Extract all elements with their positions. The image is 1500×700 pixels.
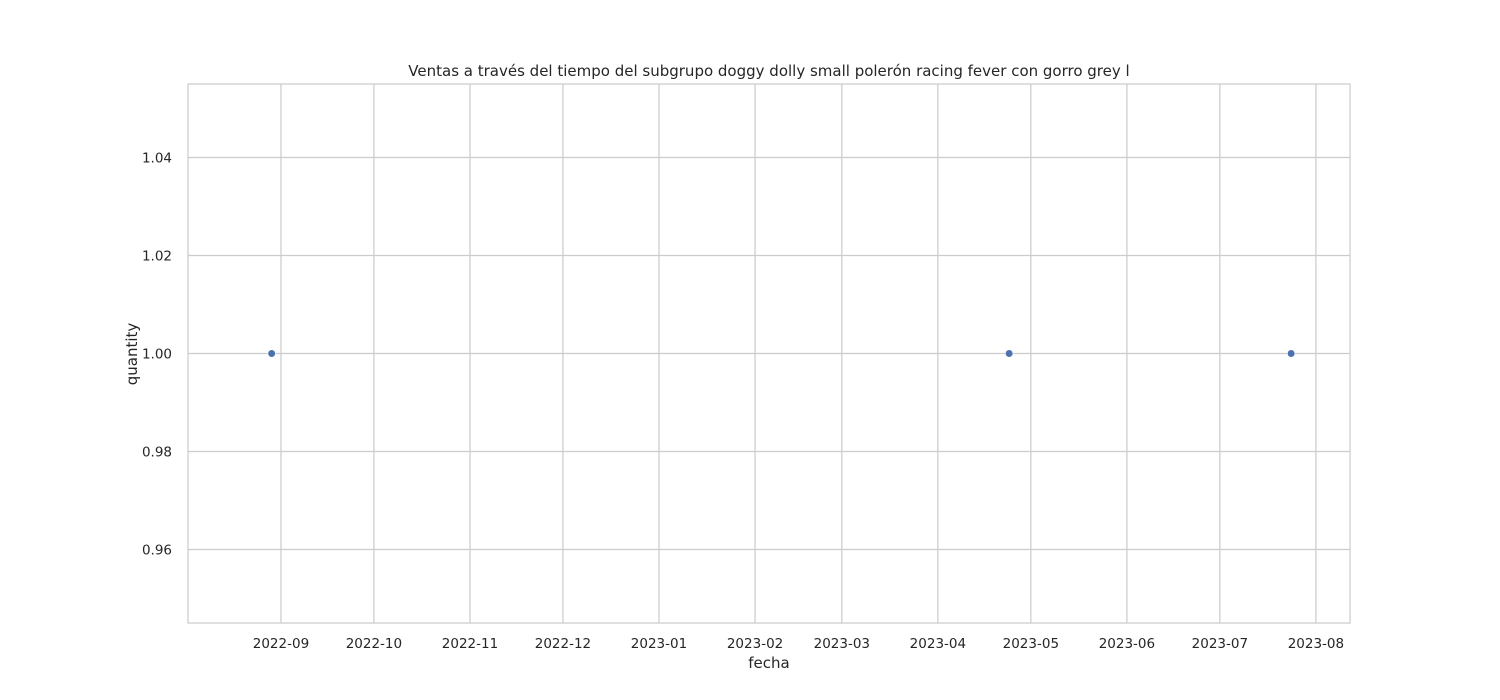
x-tick-label: 2023-08 <box>1288 636 1344 652</box>
x-tick-label: 2023-04 <box>910 636 966 652</box>
y-tick-label: 1.04 <box>142 151 172 167</box>
data-points <box>267 349 1296 358</box>
data-point <box>1287 349 1296 358</box>
x-tick-label: 2022-09 <box>253 636 309 652</box>
y-tick-label: 1.00 <box>142 347 172 363</box>
y-tick-labels: 0.96 0.98 1.00 1.02 1.04 <box>142 151 172 559</box>
data-point <box>1005 349 1014 358</box>
x-tick-label: 2023-02 <box>727 636 783 652</box>
x-tick-label: 2023-01 <box>631 636 687 652</box>
y-tick-label: 0.98 <box>142 445 172 461</box>
x-tick-label: 2023-05 <box>1003 636 1059 652</box>
x-tick-label: 2022-11 <box>442 636 498 652</box>
grid <box>188 84 1350 623</box>
x-tick-label: 2022-10 <box>346 636 402 652</box>
y-tick-label: 0.96 <box>142 543 172 559</box>
x-tick-label: 2023-07 <box>1192 636 1248 652</box>
x-tick-label: 2023-03 <box>814 636 870 652</box>
x-tick-label: 2023-06 <box>1099 636 1155 652</box>
y-axis-label: quantity <box>123 323 141 386</box>
x-tick-labels: 2022-09 2022-10 2022-11 2022-12 2023-01 2023-… <box>253 636 1344 652</box>
chart-title: Ventas a través del tiempo del subgrupo … <box>408 62 1129 80</box>
y-tick-label: 1.02 <box>142 249 172 265</box>
x-axis-label: fecha <box>748 654 789 672</box>
data-point <box>267 349 276 358</box>
x-tick-label: 2022-12 <box>535 636 591 652</box>
plot-frame <box>187 83 1351 624</box>
